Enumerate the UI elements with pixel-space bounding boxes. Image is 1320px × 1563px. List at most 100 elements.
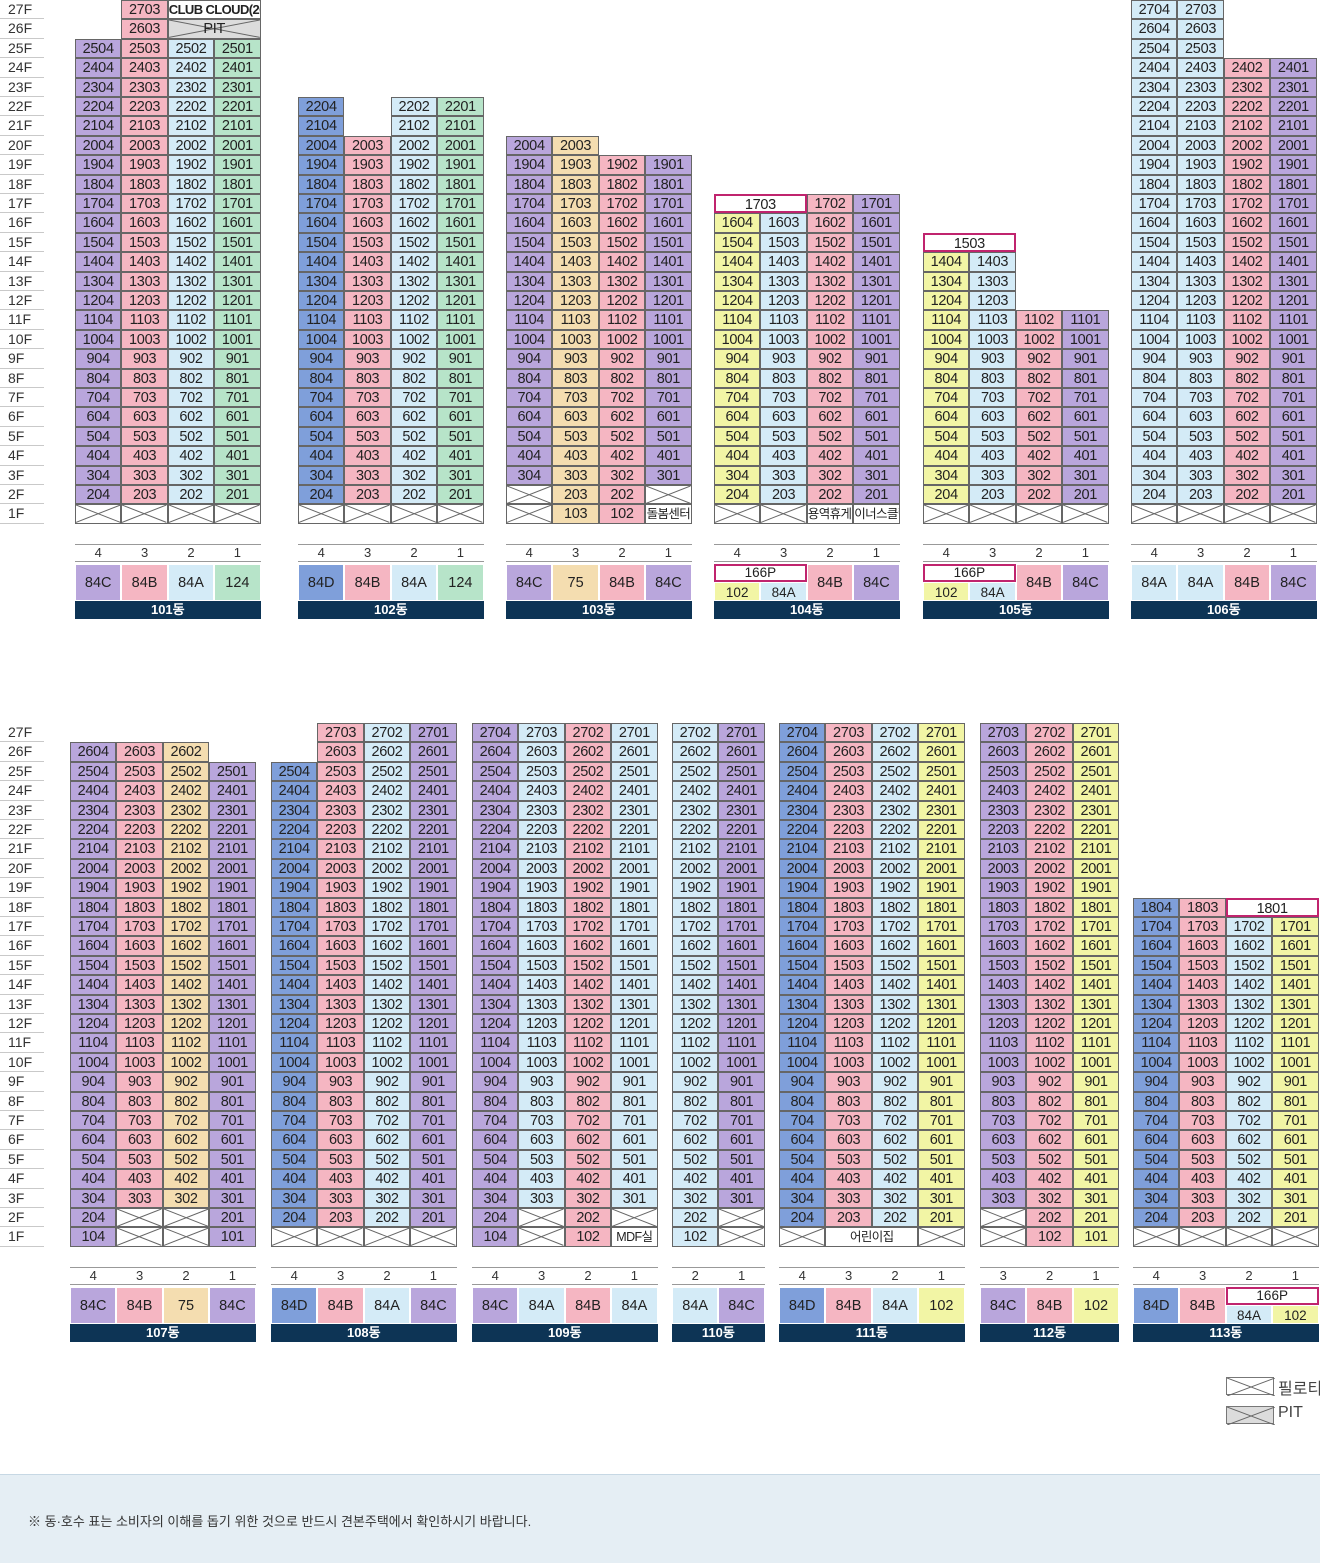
unit-cell[interactable]: 903	[344, 349, 391, 369]
unit-cell[interactable]: 2501	[718, 761, 765, 782]
unit-cell[interactable]: 2701	[718, 723, 765, 743]
unit-cell[interactable]: 703	[980, 1111, 1027, 1131]
unit-cell[interactable]: 704	[1131, 388, 1178, 408]
unit-cell[interactable]: 203	[1179, 1208, 1226, 1228]
unit-cell[interactable]: 303	[518, 1188, 565, 1208]
unit-cell[interactable]: 2203	[1177, 97, 1224, 117]
unit-cell[interactable]: 204	[779, 1208, 826, 1228]
unit-cell[interactable]: 1304	[472, 994, 519, 1014]
unit-cell[interactable]: 604	[506, 407, 553, 427]
unit-cell[interactable]: 1004	[1131, 329, 1178, 350]
unit-cell[interactable]: 604	[1133, 1130, 1180, 1150]
unit-cell[interactable]: 1603	[825, 936, 872, 956]
unit-cell[interactable]: 304	[472, 1188, 519, 1208]
unit-cell[interactable]: 204	[472, 1208, 519, 1228]
unit-cell[interactable]: 1504	[1131, 232, 1178, 253]
unit-cell[interactable]: 302	[363, 1188, 411, 1208]
unit-cell[interactable]: 804	[1133, 1091, 1180, 1111]
unit-cell[interactable]: 1201	[214, 291, 261, 311]
unit-cell[interactable]: 2103	[116, 839, 163, 859]
unit-cell[interactable]: 502	[1026, 1149, 1073, 1170]
unit-cell[interactable]: 2401	[214, 58, 261, 78]
unit-cell[interactable]: 2703	[1177, 0, 1224, 20]
unit-cell[interactable]: 1103	[552, 310, 599, 330]
unit-cell[interactable]: 1703	[825, 917, 872, 937]
unit-cell[interactable]: 704	[923, 388, 970, 408]
unit-cell[interactable]: 602	[1225, 1130, 1273, 1150]
unit-cell[interactable]: 2401	[611, 781, 658, 801]
unit-cell[interactable]: 2002	[1223, 135, 1271, 156]
unit-cell[interactable]: 2503	[317, 761, 364, 782]
unit-cell[interactable]: 902	[598, 349, 646, 369]
unit-cell[interactable]: 2103	[518, 839, 565, 859]
unit-cell[interactable]: 304	[714, 465, 761, 485]
unit-cell[interactable]: 601	[1270, 407, 1317, 427]
unit-cell[interactable]: 601	[1062, 407, 1109, 427]
unit-cell[interactable]: 704	[1133, 1111, 1180, 1131]
unit-cell[interactable]: 902	[1026, 1072, 1073, 1092]
unit-cell[interactable]: 703	[317, 1111, 364, 1131]
unit-cell[interactable]: 2404	[75, 58, 122, 78]
unit-cell[interactable]: 503	[552, 426, 599, 447]
unit-cell[interactable]: 1701	[1270, 194, 1317, 214]
unit-cell[interactable]: 302	[1015, 465, 1063, 485]
unit-cell[interactable]: 2301	[410, 800, 457, 820]
unit-cell[interactable]: 1803	[980, 897, 1027, 917]
unit-cell[interactable]: 403	[980, 1169, 1027, 1189]
unit-cell[interactable]: 2303	[518, 800, 565, 820]
unit-cell[interactable]: 901	[1272, 1072, 1319, 1092]
unit-cell[interactable]: 203	[760, 485, 807, 505]
unit-cell[interactable]: 503	[825, 1149, 872, 1170]
unit-cell[interactable]: 1504	[1133, 955, 1180, 976]
unit-cell[interactable]: 404	[271, 1169, 318, 1189]
unit-cell[interactable]: 702	[871, 1111, 919, 1131]
unit-cell[interactable]: 801	[853, 368, 900, 388]
unit-cell[interactable]: 1403	[317, 975, 364, 995]
unit-cell[interactable]: 1303	[980, 994, 1027, 1014]
unit-cell[interactable]: 2601	[410, 742, 457, 762]
unit-cell[interactable]: 1001	[718, 1052, 765, 1073]
unit-cell[interactable]: 1703	[518, 917, 565, 937]
unit-cell[interactable]: 902	[390, 349, 438, 369]
unit-cell[interactable]: 1401	[1072, 975, 1120, 995]
unit-cell[interactable]: 702	[363, 1111, 411, 1131]
unit-cell[interactable]: 202	[1223, 485, 1271, 505]
unit-cell[interactable]: 1102	[1015, 310, 1063, 330]
unit-cell[interactable]: 1502	[390, 232, 438, 253]
unit-cell[interactable]: 1403	[344, 252, 391, 272]
unit-cell[interactable]: 2404	[271, 781, 318, 801]
unit-cell[interactable]: 1003	[1179, 1052, 1226, 1073]
unit-cell[interactable]: 2501	[611, 761, 658, 782]
unit-cell[interactable]: 901	[437, 349, 484, 369]
unit-cell[interactable]: 1303	[116, 994, 163, 1014]
unit-cell[interactable]: 1302	[162, 994, 210, 1014]
unit-cell[interactable]: 504	[1133, 1149, 1180, 1170]
unit-cell[interactable]: 1501	[437, 232, 484, 253]
unit-cell[interactable]: 601	[645, 407, 692, 427]
unit-cell[interactable]: 804	[70, 1091, 117, 1111]
unit-cell[interactable]: 1303	[552, 271, 599, 291]
unit-cell[interactable]: 403	[1177, 446, 1224, 466]
unit-cell[interactable]: 2203	[980, 820, 1027, 840]
unit-cell[interactable]: 804	[779, 1091, 826, 1111]
unit-cell[interactable]: 1901	[645, 155, 692, 175]
unit-cell[interactable]: 802	[363, 1091, 411, 1111]
unit-cell[interactable]: 503	[344, 426, 391, 447]
unit-cell[interactable]: 2204	[1131, 97, 1178, 117]
unit-cell[interactable]: 802	[1026, 1091, 1073, 1111]
unit-cell[interactable]: 2601	[1072, 742, 1120, 762]
unit-cell[interactable]: 1803	[317, 897, 364, 917]
unit-cell[interactable]: 601	[718, 1130, 765, 1150]
unit-cell[interactable]: 703	[825, 1111, 872, 1131]
unit-cell[interactable]: 1204	[298, 291, 345, 311]
unit-cell[interactable]: 1101	[437, 310, 484, 330]
unit-cell[interactable]: 2101	[209, 839, 256, 859]
unit-cell[interactable]: 1701	[209, 917, 256, 937]
unit-cell[interactable]: 1401	[209, 975, 256, 995]
unit-cell[interactable]: 402	[564, 1169, 612, 1189]
unit-cell[interactable]: 701	[410, 1111, 457, 1131]
unit-cell[interactable]: 1101	[214, 310, 261, 330]
unit-cell[interactable]: 1303	[1179, 994, 1226, 1014]
unit-cell[interactable]: 1102	[167, 310, 215, 330]
unit-cell[interactable]: 1601	[853, 213, 900, 233]
